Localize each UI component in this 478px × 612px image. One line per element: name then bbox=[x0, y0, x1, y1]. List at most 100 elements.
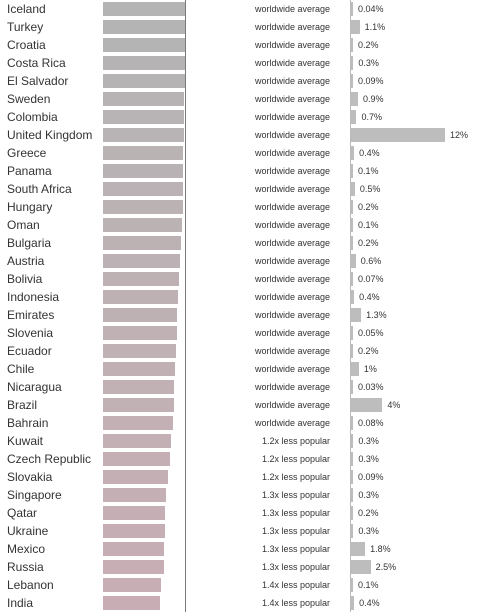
table-row: Qatar 1.3x less popular 0.2% bbox=[0, 504, 478, 522]
popularity-bar bbox=[103, 20, 185, 34]
share-bar bbox=[351, 110, 357, 124]
share-bar bbox=[351, 164, 353, 178]
reference-line bbox=[185, 72, 186, 90]
table-row: El Salvador worldwide average 0.09% bbox=[0, 72, 478, 90]
reference-line bbox=[185, 306, 186, 324]
reference-line bbox=[185, 108, 186, 126]
country-label: United Kingdom bbox=[7, 128, 93, 142]
table-row: Indonesia worldwide average 0.4% bbox=[0, 288, 478, 306]
share-label: 0.07% bbox=[358, 274, 384, 284]
reference-line bbox=[185, 252, 186, 270]
table-row: Nicaragua worldwide average 0.03% bbox=[0, 378, 478, 396]
share-baseline bbox=[350, 72, 351, 90]
share-bar bbox=[351, 542, 366, 556]
share-baseline bbox=[350, 90, 351, 108]
country-label: Mexico bbox=[7, 542, 46, 556]
table-row: Turkey worldwide average 1.1% bbox=[0, 18, 478, 36]
share-bar bbox=[351, 236, 353, 250]
popularity-label: worldwide average bbox=[254, 418, 330, 428]
share-label: 0.2% bbox=[358, 238, 379, 248]
reference-line bbox=[185, 162, 186, 180]
country-label: Chile bbox=[7, 362, 35, 376]
popularity-label: worldwide average bbox=[254, 40, 330, 50]
share-bar bbox=[351, 92, 359, 106]
share-label: 0.1% bbox=[358, 166, 379, 176]
popularity-label: 1.4x less popular bbox=[261, 598, 330, 608]
table-row: Bulgaria worldwide average 0.2% bbox=[0, 234, 478, 252]
popularity-label: worldwide average bbox=[254, 166, 330, 176]
table-row: Greece worldwide average 0.4% bbox=[0, 144, 478, 162]
table-row: Colombia worldwide average 0.7% bbox=[0, 108, 478, 126]
country-label: Emirates bbox=[7, 308, 55, 322]
table-row: Slovenia worldwide average 0.05% bbox=[0, 324, 478, 342]
country-label: Panama bbox=[7, 164, 52, 178]
share-baseline bbox=[350, 378, 351, 396]
popularity-label: worldwide average bbox=[254, 220, 330, 230]
country-label: Colombia bbox=[7, 110, 58, 124]
reference-line bbox=[185, 18, 186, 36]
share-baseline bbox=[350, 486, 351, 504]
reference-line bbox=[185, 288, 186, 306]
table-row: Croatia worldwide average 0.2% bbox=[0, 36, 478, 54]
country-label: Qatar bbox=[7, 506, 38, 520]
popularity-label: worldwide average bbox=[254, 202, 330, 212]
popularity-label: 1.3x less popular bbox=[261, 508, 330, 518]
reference-line bbox=[185, 270, 186, 288]
table-row: Kuwait 1.2x less popular 0.3% bbox=[0, 432, 478, 450]
popularity-label: worldwide average bbox=[254, 328, 330, 338]
popularity-bar bbox=[103, 272, 180, 286]
share-baseline bbox=[350, 162, 351, 180]
popularity-label: 1.2x less popular bbox=[261, 472, 330, 482]
share-label: 0.3% bbox=[358, 58, 379, 68]
popularity-bar bbox=[103, 524, 166, 538]
share-label: 0.2% bbox=[358, 508, 379, 518]
table-row: Bolivia worldwide average 0.07% bbox=[0, 270, 478, 288]
reference-line bbox=[185, 450, 186, 468]
reference-line bbox=[185, 90, 186, 108]
country-label: Bahrain bbox=[7, 416, 49, 430]
reference-line bbox=[185, 540, 186, 558]
popularity-bar bbox=[103, 74, 185, 88]
share-label: 2.5% bbox=[375, 562, 397, 572]
country-label: Indonesia bbox=[7, 290, 60, 304]
share-baseline bbox=[350, 432, 351, 450]
country-label: Lebanon bbox=[7, 578, 54, 592]
country-label: Singapore bbox=[7, 488, 62, 502]
popularity-bar bbox=[103, 488, 167, 502]
country-label: Ukraine bbox=[7, 524, 49, 538]
popularity-label: worldwide average bbox=[254, 76, 330, 86]
popularity-bar bbox=[103, 236, 181, 250]
popularity-bar bbox=[103, 218, 182, 232]
share-label: 0.09% bbox=[358, 76, 384, 86]
share-label: 0.4% bbox=[359, 148, 380, 158]
reference-line bbox=[185, 198, 186, 216]
share-baseline bbox=[350, 126, 351, 144]
share-bar bbox=[351, 308, 362, 322]
popularity-label: worldwide average bbox=[254, 310, 330, 320]
popularity-bar bbox=[103, 542, 164, 556]
reference-line bbox=[185, 126, 186, 144]
country-label: Ecuador bbox=[7, 344, 52, 358]
table-row: Emirates worldwide average 1.3% bbox=[0, 306, 478, 324]
share-label: 0.2% bbox=[358, 202, 379, 212]
share-label: 0.3% bbox=[358, 526, 379, 536]
country-label: South Africa bbox=[7, 182, 72, 196]
country-label: India bbox=[7, 596, 34, 610]
share-bar bbox=[351, 578, 353, 592]
share-bar bbox=[351, 74, 353, 88]
share-label: 1.3% bbox=[366, 310, 387, 320]
country-label: Turkey bbox=[7, 20, 44, 34]
popularity-label: 1.3x less popular bbox=[261, 544, 330, 554]
table-row: Iceland worldwide average 0.04% bbox=[0, 0, 478, 18]
share-baseline bbox=[350, 450, 351, 468]
share-bar bbox=[351, 362, 359, 376]
share-bar bbox=[351, 344, 353, 358]
share-bar bbox=[351, 254, 356, 268]
reference-line bbox=[185, 342, 186, 360]
reference-line bbox=[185, 378, 186, 396]
country-label: Greece bbox=[7, 146, 47, 160]
table-row: Slovakia 1.2x less popular 0.09% bbox=[0, 468, 478, 486]
country-label: Sweden bbox=[7, 92, 51, 106]
share-label: 0.09% bbox=[358, 472, 384, 482]
